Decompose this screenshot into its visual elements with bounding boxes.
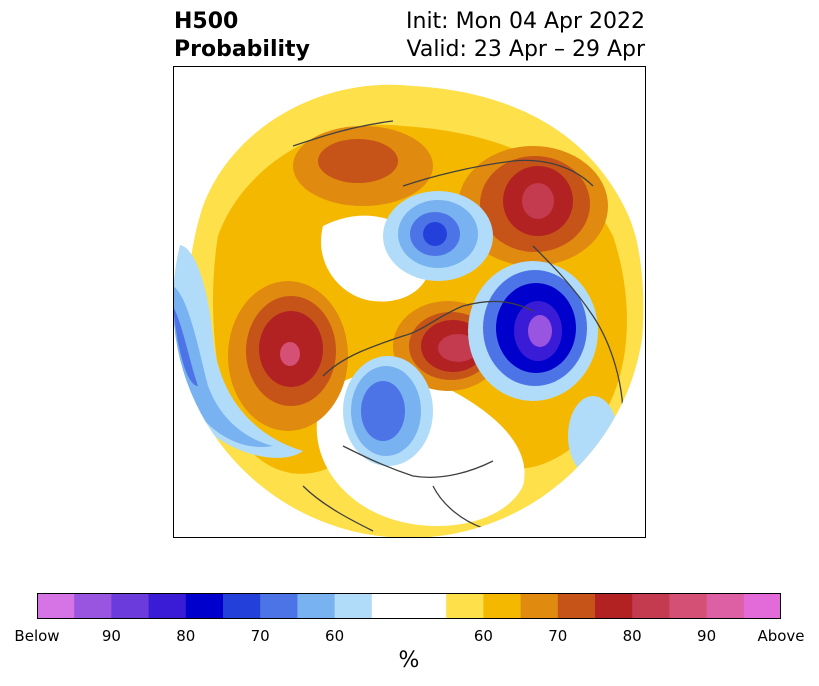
colorbar-tick-label: 90 [697,627,717,645]
colorbar-tick-label: Below [14,627,60,645]
colorbar-swatch [595,593,633,619]
colorbar-swatch [223,593,261,619]
colorbar-swatch [74,593,112,619]
colorbar-swatch [557,593,596,619]
colorbar-swatch [706,593,745,619]
colorbar-tick-label: Above [757,627,805,645]
map-frame [173,66,646,538]
coastlines [292,120,624,532]
colorbar-swatch [743,593,781,619]
title-line-1: H500 [174,9,239,34]
colorbar-swatch [334,593,373,619]
colorbar-swatch [148,593,187,619]
title-line-2: Probability [174,37,310,62]
colorbar-swatch [409,593,447,619]
siberia-trough [468,261,598,401]
colorbar-swatch [185,593,224,619]
colorbar-swatch [297,593,336,619]
probability-map [173,66,646,538]
map-title: H500 Probability [174,8,310,64]
colorbar-frame [37,593,781,619]
colorbar-swatch [520,593,559,619]
ne-pacific-ridge [228,281,348,431]
colorbar [37,593,781,619]
colorbar-swatch [371,593,410,619]
anomaly-field [173,84,644,538]
colorbar-units: % [398,648,420,673]
canada-trough [343,356,433,466]
colorbar-tick-label: 80 [176,627,196,645]
colorbar-tick-label: 70 [250,627,270,645]
colorbar-tick-label: 60 [325,627,345,645]
colorbar-swatch [446,593,484,619]
colorbar-swatch [37,593,75,619]
colorbar-tick-label: 70 [548,627,568,645]
valid-range: Valid: 23 Apr – 29 Apr [406,37,646,62]
colorbar-swatch [632,593,670,619]
colorbar-tick-label: 80 [622,627,642,645]
init-date: Init: Mon 04 Apr 2022 [406,9,645,34]
asia-ridge [293,126,433,206]
colorbar-tick-label: 60 [473,627,493,645]
colorbar-swatch [111,593,150,619]
colorbar-swatch [483,593,522,619]
europe-ridge [458,146,608,266]
colorbar-swatch [669,593,708,619]
forecast-dates: Init: Mon 04 Apr 2022 Valid: 23 Apr – 29… [406,8,645,64]
colorbar-swatch [260,593,298,619]
bering-trough [383,191,493,281]
colorbar-tick-label: 90 [101,627,121,645]
